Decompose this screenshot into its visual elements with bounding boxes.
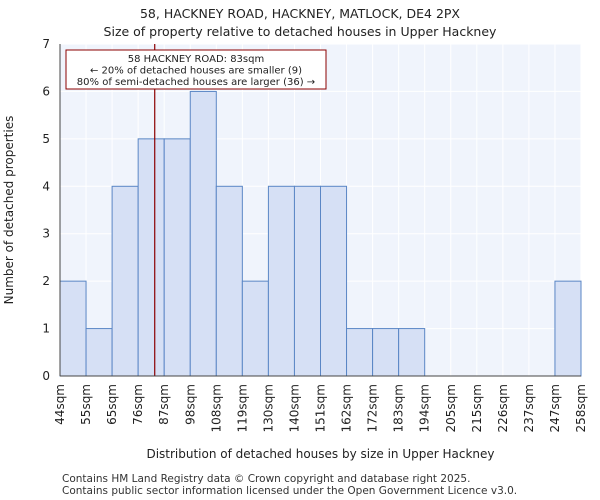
x-axis-label: Distribution of detached houses by size … [146,447,494,461]
y-axis-label: Number of detached properties [2,116,16,305]
x-tick-label: 162sqm [340,384,354,432]
x-tick-label: 108sqm [209,384,223,432]
x-tick-label: 55sqm [79,384,93,425]
x-tick-label: 172sqm [366,384,380,432]
x-tick-label: 183sqm [392,384,406,432]
bar [554,280,582,377]
bar [189,90,217,377]
x-tick-label: 237sqm [522,384,536,432]
x-tick-label: 140sqm [287,384,301,432]
bar [59,280,87,377]
chart-title: 58, HACKNEY ROAD, HACKNEY, MATLOCK, DE4 … [139,6,460,21]
x-tick-label: 226sqm [496,384,510,432]
annotation-text: 80% of semi-detached houses are larger (… [77,77,315,88]
annotation-text: ← 20% of detached houses are smaller (9) [90,66,302,77]
footer-line-2: Contains public sector information licen… [62,485,518,497]
bar [320,185,348,377]
bar [137,138,165,377]
bar [215,185,243,377]
x-tick-label: 119sqm [235,384,249,432]
y-tick-label: 6 [42,84,50,98]
x-tick-label: 44sqm [53,384,67,425]
x-tick-label: 87sqm [157,384,171,425]
y-tick-label: 5 [42,132,50,146]
chart-subtitle: Size of property relative to detached ho… [103,24,497,39]
x-tick-label: 205sqm [444,384,458,432]
x-tick-label: 215sqm [470,384,484,432]
y-tick-label: 1 [42,322,50,336]
annotation-box [65,49,327,90]
y-tick-label: 7 [42,37,50,51]
x-tick-label: 130sqm [261,384,275,432]
bar [267,185,295,377]
y-tick-label: 4 [42,179,50,193]
x-tick-label: 258sqm [574,384,588,432]
bar [241,280,269,377]
x-tick-label: 65sqm [105,384,119,425]
x-tick-label: 151sqm [314,384,328,432]
y-tick-label: 0 [42,369,50,383]
y-tick-label: 3 [42,227,50,241]
bar [346,328,374,377]
annotation-text: 58 HACKNEY ROAD: 83sqm [128,54,264,65]
y-tick-label: 2 [42,274,50,288]
x-tick-label: 194sqm [418,384,432,432]
x-tick-label: 98sqm [183,384,197,425]
bar [85,328,113,377]
bar [398,328,426,377]
footer-line-1: Contains HM Land Registry data © Crown c… [62,473,471,485]
bar [111,185,139,377]
bar [163,138,191,377]
bar [293,185,322,377]
x-tick-label: 76sqm [131,384,145,425]
x-tick-label: 247sqm [548,384,562,432]
bar [372,328,400,377]
